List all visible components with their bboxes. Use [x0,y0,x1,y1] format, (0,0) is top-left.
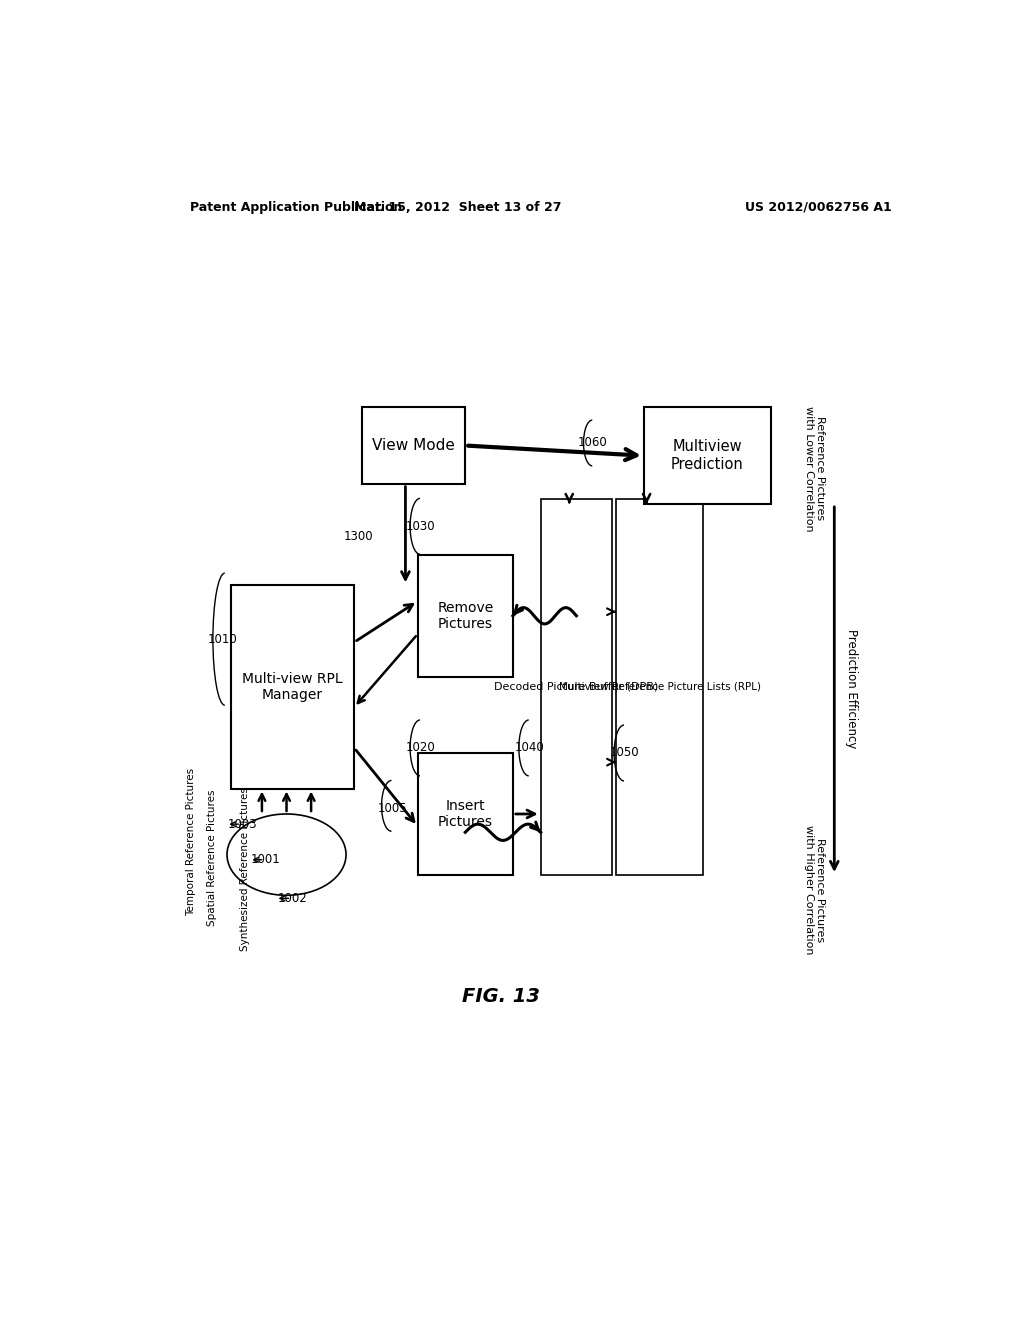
Text: 1003: 1003 [228,817,258,830]
FancyBboxPatch shape [362,408,465,483]
FancyBboxPatch shape [231,585,354,788]
FancyBboxPatch shape [616,499,703,875]
Text: Spatial Reference Pictures: Spatial Reference Pictures [207,789,217,925]
Text: View Mode: View Mode [373,438,455,453]
Text: Multiview
Prediction: Multiview Prediction [671,440,743,471]
Text: Prediction Efficiency: Prediction Efficiency [845,630,858,748]
Text: Multiview Reference Picture Lists (RPL): Multiview Reference Picture Lists (RPL) [559,682,761,692]
Ellipse shape [227,814,346,895]
Text: 1010: 1010 [207,632,238,645]
Text: Patent Application Publication: Patent Application Publication [189,201,402,214]
FancyBboxPatch shape [418,554,513,677]
Text: US 2012/0062756 A1: US 2012/0062756 A1 [745,201,892,214]
Text: Reference Pictures
with Lower Correlation: Reference Pictures with Lower Correlatio… [804,405,825,531]
FancyBboxPatch shape [541,499,612,875]
Text: Multi-view RPL
Manager: Multi-view RPL Manager [243,672,343,702]
Text: Insert
Pictures: Insert Pictures [438,799,493,829]
Text: 1020: 1020 [406,742,435,755]
Text: Temporal Reference Pictures: Temporal Reference Pictures [186,767,197,916]
Text: 1300: 1300 [344,531,374,543]
Text: Synthesized Reference Pictures: Synthesized Reference Pictures [240,787,250,952]
Text: Decoded Picture Buffer (DPB): Decoded Picture Buffer (DPB) [495,682,658,692]
FancyBboxPatch shape [418,752,513,875]
Text: 1030: 1030 [406,520,435,533]
Text: 1002: 1002 [278,892,307,904]
FancyBboxPatch shape [644,408,771,504]
Text: 1001: 1001 [251,853,281,866]
Text: Mar. 15, 2012  Sheet 13 of 27: Mar. 15, 2012 Sheet 13 of 27 [353,201,561,214]
Text: FIG. 13: FIG. 13 [462,987,540,1006]
Text: 1060: 1060 [578,437,607,450]
Text: Reference Pictures
with Higher Correlation: Reference Pictures with Higher Correlati… [804,825,825,954]
Text: 1050: 1050 [609,747,639,759]
Text: 1040: 1040 [514,742,544,755]
Text: Remove
Pictures: Remove Pictures [437,601,494,631]
Text: 1005: 1005 [378,803,408,816]
